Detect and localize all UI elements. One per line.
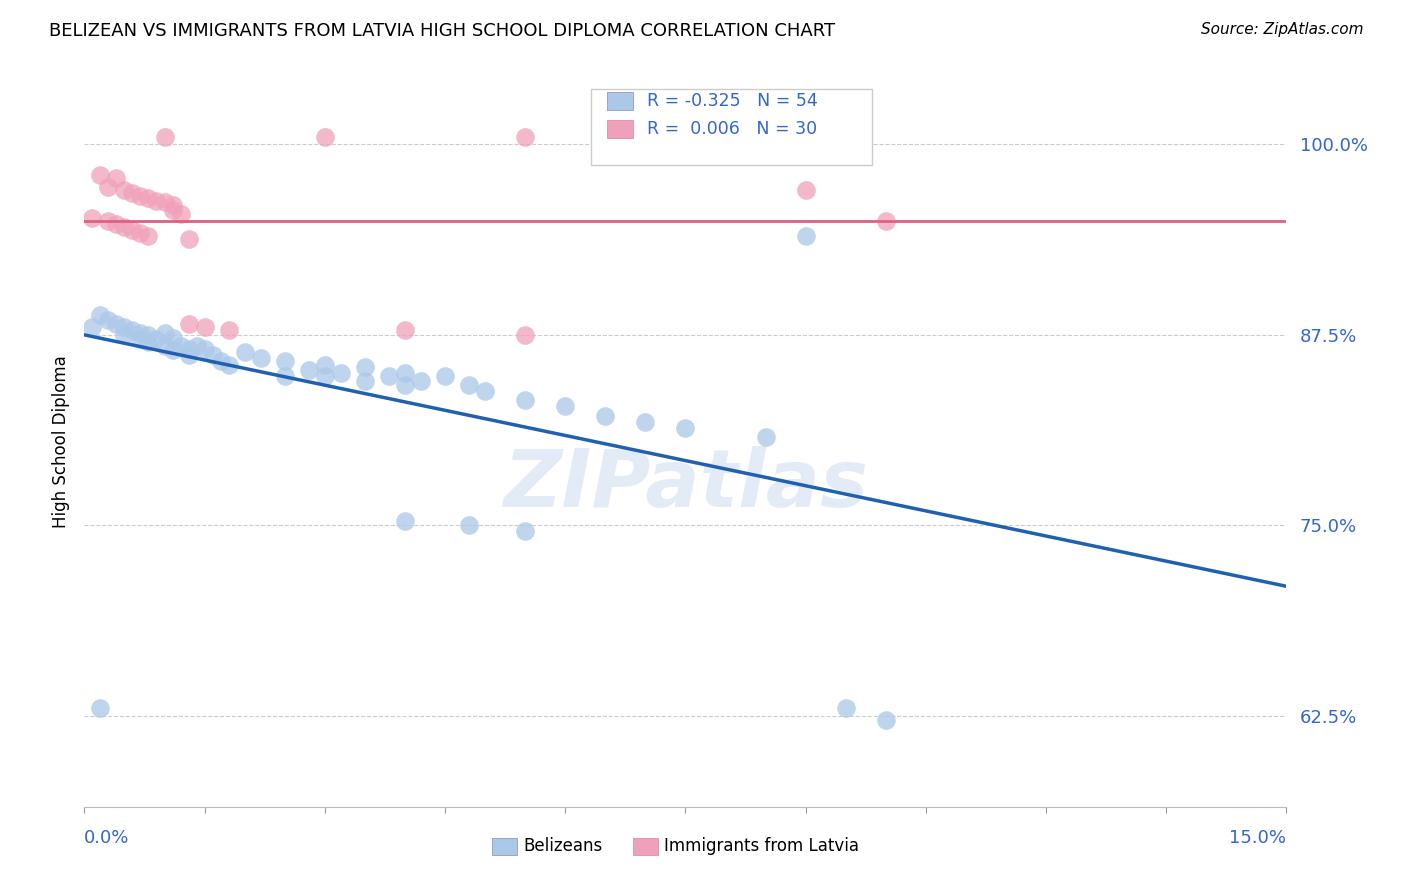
Point [409, 374, 432, 388]
Point [177, 342, 200, 356]
Point [162, 343, 184, 357]
Point [129, 326, 152, 341]
Point [218, 359, 240, 373]
Point [209, 353, 232, 368]
Text: Belizeans: Belizeans [523, 837, 602, 855]
Y-axis label: High School Diploma: High School Diploma [52, 355, 70, 528]
Text: R =  0.006   N = 30: R = 0.006 N = 30 [647, 120, 817, 138]
Point [314, 359, 336, 373]
Point [89, 308, 111, 322]
Point [169, 207, 191, 221]
Point [153, 129, 176, 144]
Point [794, 228, 817, 243]
Point [82, 320, 104, 334]
Point [233, 344, 256, 359]
Point [105, 217, 128, 231]
Point [82, 211, 104, 225]
Point [145, 194, 167, 208]
Point [515, 129, 537, 144]
Point [794, 183, 817, 197]
Point [89, 168, 111, 182]
Point [153, 326, 176, 341]
Point [354, 374, 377, 388]
Text: Immigrants from Latvia: Immigrants from Latvia [664, 837, 859, 855]
Point [875, 213, 897, 227]
Point [114, 183, 135, 197]
Point [515, 327, 537, 342]
Point [218, 323, 240, 337]
Point [434, 369, 457, 384]
Point [114, 219, 135, 234]
Point [97, 180, 120, 194]
Text: 15.0%: 15.0% [1229, 829, 1286, 847]
Point [89, 701, 111, 715]
Point [177, 232, 200, 246]
Point [515, 524, 537, 539]
Point [634, 415, 657, 429]
Point [554, 400, 576, 414]
Point [298, 363, 321, 377]
Point [138, 191, 160, 205]
Point [121, 186, 143, 201]
Point [201, 348, 224, 362]
Point [153, 195, 176, 210]
Point [97, 312, 120, 326]
Point [186, 338, 208, 352]
Point [114, 327, 135, 342]
Point [274, 353, 297, 368]
Point [394, 514, 416, 528]
Point [675, 421, 697, 435]
Point [153, 338, 176, 352]
Point [194, 320, 217, 334]
Point [121, 223, 143, 237]
Point [162, 198, 184, 212]
Point [162, 202, 184, 217]
Point [329, 366, 352, 380]
Point [129, 226, 152, 240]
Point [249, 351, 271, 365]
Point [835, 701, 858, 715]
Point [314, 369, 336, 384]
Point [394, 378, 416, 392]
Point [194, 342, 217, 356]
Point [177, 348, 200, 362]
Point [105, 170, 128, 185]
Point [129, 333, 152, 347]
Text: Source: ZipAtlas.com: Source: ZipAtlas.com [1201, 22, 1364, 37]
Point [138, 327, 160, 342]
Point [394, 366, 416, 380]
Point [121, 323, 143, 337]
Point [595, 409, 617, 423]
Point [97, 213, 120, 227]
Text: BELIZEAN VS IMMIGRANTS FROM LATVIA HIGH SCHOOL DIPLOMA CORRELATION CHART: BELIZEAN VS IMMIGRANTS FROM LATVIA HIGH … [49, 22, 835, 40]
Point [177, 317, 200, 331]
Point [105, 317, 128, 331]
Point [474, 384, 496, 399]
Point [458, 378, 481, 392]
Point [145, 333, 167, 347]
Point [378, 369, 401, 384]
Point [129, 189, 152, 203]
Point [458, 518, 481, 533]
Point [515, 393, 537, 408]
Point [138, 228, 160, 243]
Point [394, 323, 416, 337]
Text: R = -0.325   N = 54: R = -0.325 N = 54 [647, 92, 817, 110]
Text: ZIPatlas: ZIPatlas [503, 446, 868, 524]
Point [138, 335, 160, 350]
Text: 0.0%: 0.0% [84, 829, 129, 847]
Point [875, 714, 897, 728]
Point [274, 369, 297, 384]
Point [169, 338, 191, 352]
Point [755, 430, 778, 444]
Point [314, 129, 336, 144]
Point [114, 320, 135, 334]
Point [162, 331, 184, 345]
Point [354, 359, 377, 374]
